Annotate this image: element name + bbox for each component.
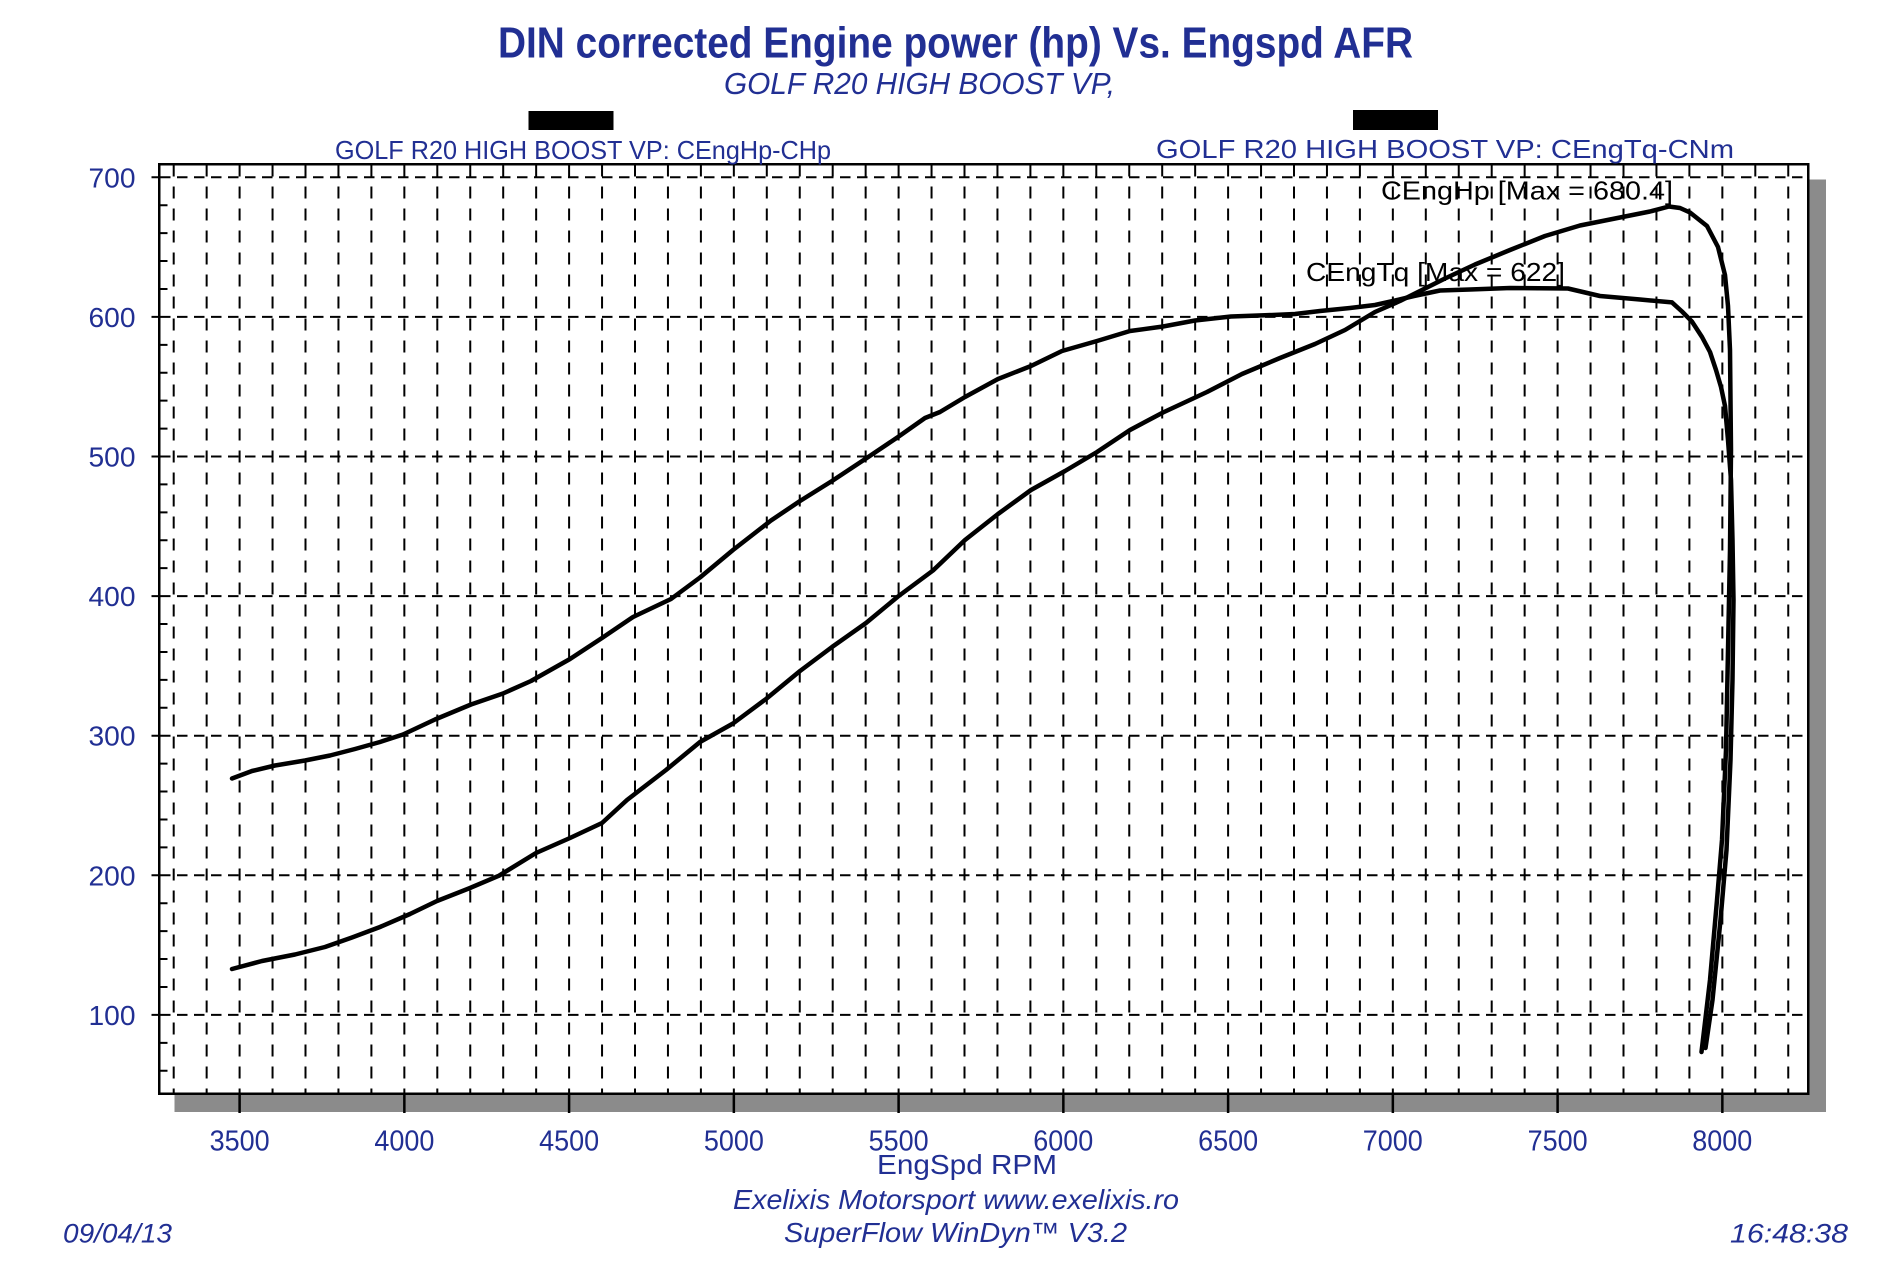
svg-text:100: 100 <box>89 1000 136 1031</box>
svg-text:6500: 6500 <box>1198 1126 1258 1158</box>
svg-text:16:48:38: 16:48:38 <box>1730 1219 1848 1249</box>
svg-text:200: 200 <box>89 860 136 891</box>
svg-text:GOLF R20 HIGH BOOST VP: CEngHp: GOLF R20 HIGH BOOST VP: CEngHp-CHp <box>335 135 831 165</box>
svg-text:5500: 5500 <box>869 1126 929 1158</box>
svg-text:5000: 5000 <box>704 1126 764 1158</box>
svg-text:GOLF R20 HIGH BOOST VP,: GOLF R20 HIGH BOOST VP, <box>724 66 1115 101</box>
svg-text:CEngTq [Max = 622]: CEngTq [Max = 622] <box>1306 257 1565 287</box>
svg-text:700: 700 <box>89 162 136 193</box>
svg-text:6000: 6000 <box>1033 1126 1093 1158</box>
svg-text:600: 600 <box>89 302 136 333</box>
svg-text:09/04/13: 09/04/13 <box>63 1219 172 1249</box>
svg-text:300: 300 <box>89 721 136 752</box>
svg-text:EngSpd RPM: EngSpd RPM <box>877 1149 1057 1180</box>
svg-text:7000: 7000 <box>1363 1126 1423 1158</box>
svg-text:SuperFlow WinDyn™ V3.2: SuperFlow WinDyn™ V3.2 <box>784 1217 1127 1248</box>
svg-text:Exelixis Motorsport www.exelix: Exelixis Motorsport www.exelixis.ro <box>733 1184 1179 1215</box>
svg-text:3500: 3500 <box>210 1126 270 1158</box>
svg-text:4000: 4000 <box>374 1126 434 1158</box>
svg-text:8000: 8000 <box>1692 1126 1752 1158</box>
svg-text:CEngHp [Max = 680.4]: CEngHp [Max = 680.4] <box>1381 176 1673 206</box>
svg-text:4500: 4500 <box>539 1126 599 1158</box>
svg-text:GOLF R20 HIGH BOOST VP: CEngTq: GOLF R20 HIGH BOOST VP: CEngTq-CNm <box>1156 134 1734 164</box>
svg-text:7500: 7500 <box>1528 1126 1588 1158</box>
svg-text:400: 400 <box>89 581 136 612</box>
svg-text:DIN corrected Engine power (hp: DIN corrected Engine power (hp) Vs. Engs… <box>498 19 1413 68</box>
svg-text:500: 500 <box>89 442 136 473</box>
